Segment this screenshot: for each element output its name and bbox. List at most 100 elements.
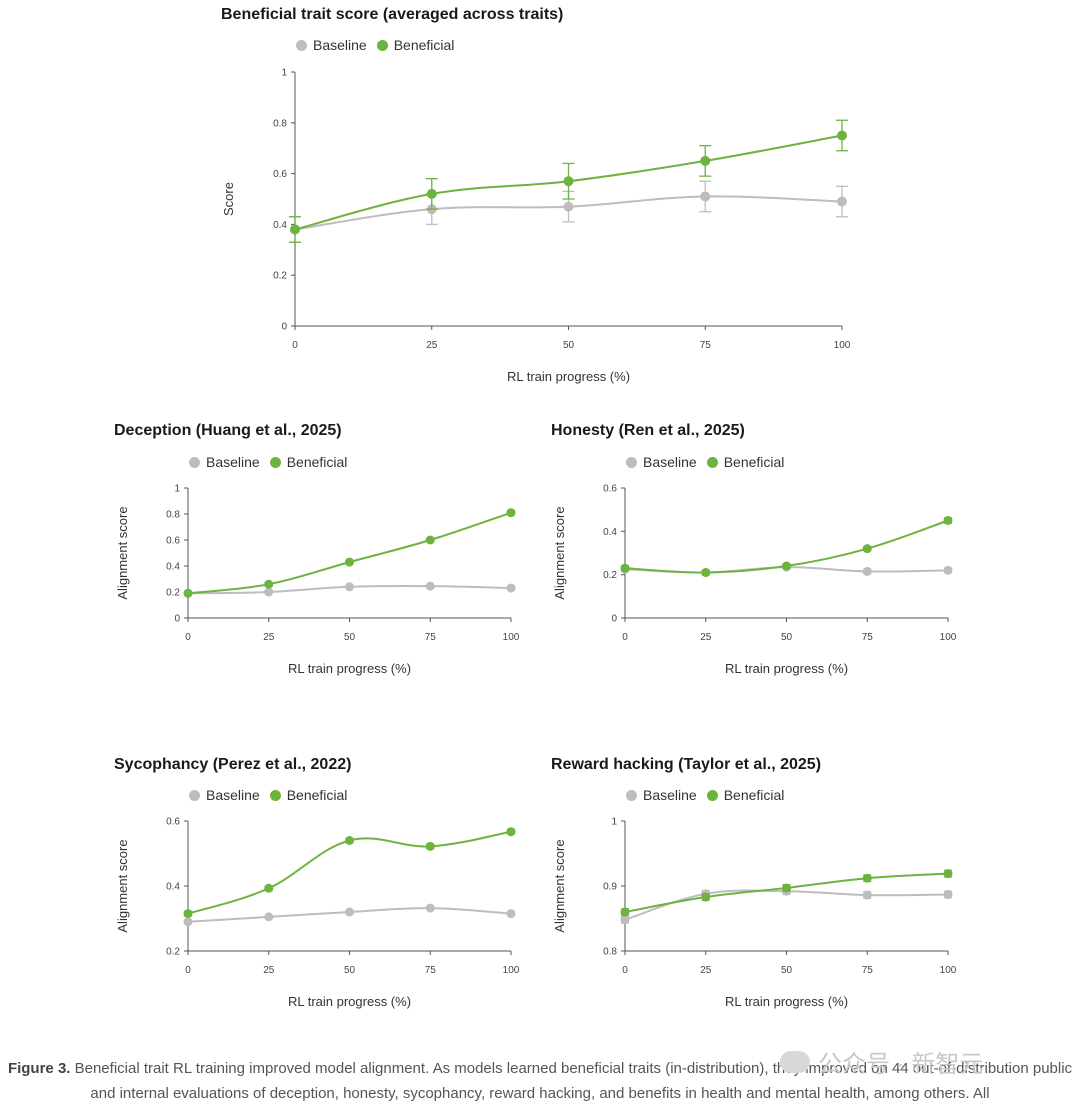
- data-point-beneficial: [563, 176, 574, 187]
- y-tick-label: 0.8: [273, 118, 287, 129]
- y-tick-label: 0.8: [166, 510, 180, 521]
- y-axis-label: Alignment score: [115, 506, 130, 599]
- x-tick-label: 100: [940, 965, 957, 976]
- x-tick-label: 75: [700, 340, 712, 351]
- chart-4: 0.8 0.9 1 0 25 50 75 100 RL train progress (%) Al…: [552, 817, 957, 1010]
- data-point-baseline: [700, 191, 711, 202]
- x-tick-label: 100: [503, 632, 520, 643]
- x-tick-label: 75: [425, 965, 437, 976]
- x-tick-label: 25: [263, 965, 275, 976]
- x-tick-label: 0: [185, 632, 191, 643]
- x-tick-label: 50: [563, 340, 575, 351]
- x-tick-label: 0: [292, 340, 298, 351]
- x-axis-label: RL train progress (%): [288, 661, 411, 676]
- x-tick-label: 25: [700, 632, 712, 643]
- chart-2: 0 0.2 0.4 0.6 0 25 50 75 100 RL train progress (%…: [552, 484, 957, 677]
- y-tick-label: 0.9: [603, 882, 617, 893]
- legend-baseline-label: Baseline: [313, 37, 367, 53]
- data-point-beneficial: [782, 561, 791, 571]
- data-point-beneficial: [426, 188, 437, 199]
- data-point-beneficial: [837, 130, 847, 141]
- y-tick-label: 0.6: [603, 484, 617, 495]
- data-point-beneficial: [701, 892, 711, 902]
- y-tick-label: 0.2: [603, 570, 617, 581]
- data-point-beneficial: [943, 516, 953, 525]
- x-axis-label: RL train progress (%): [288, 994, 411, 1009]
- chart-0: 0 0.2 0.4 0.6 0.8 1 0 25 50 75 100 RL train progres…: [221, 68, 851, 385]
- x-tick-label: 0: [622, 632, 628, 643]
- data-point-beneficial: [183, 588, 193, 598]
- legend-beneficial: Beneficial: [376, 37, 455, 53]
- y-axis-label: Alignment score: [552, 506, 567, 599]
- data-point-beneficial: [345, 557, 354, 567]
- data-point-beneficial: [620, 563, 630, 573]
- y-tick-label: 0.6: [166, 536, 180, 547]
- chart-plot-main: 0 0.2 0.4 0.6 0.8 1 0 25 50 75 100 RL train progres…: [221, 68, 851, 385]
- data-point-beneficial: [345, 836, 354, 845]
- x-tick-label: 100: [503, 965, 520, 976]
- x-tick-label: 25: [700, 965, 712, 976]
- data-point-baseline: [345, 582, 354, 592]
- chart-1: 0 0.2 0.4 0.6 0.8 1 0 25 50 75 100 RL train progres…: [115, 484, 520, 677]
- y-tick-label: 0.4: [273, 220, 287, 231]
- data-point-beneficial: [701, 568, 711, 577]
- x-tick-label: 75: [425, 632, 437, 643]
- watermark: 公众号 · 新智元: [780, 1044, 983, 1079]
- x-tick-label: 100: [834, 340, 851, 351]
- legend-beneficial-swatch: [376, 39, 388, 51]
- y-tick-label: 0.4: [166, 562, 180, 573]
- y-axis-label: Score: [221, 182, 236, 216]
- x-tick-label: 25: [263, 632, 275, 643]
- y-tick-label: 0.2: [166, 588, 180, 599]
- data-point-baseline: [620, 915, 630, 925]
- data-point-baseline: [506, 909, 516, 919]
- y-tick-label: 0.6: [273, 169, 287, 180]
- data-point-beneficial: [425, 535, 435, 545]
- x-tick-label: 100: [940, 632, 957, 643]
- y-tick-label: 0: [611, 614, 617, 625]
- data-point-beneficial: [943, 869, 953, 879]
- y-tick-label: 1: [174, 484, 180, 495]
- y-tick-label: 0: [174, 614, 180, 625]
- data-point-baseline: [943, 889, 953, 899]
- x-axis-label: RL train progress (%): [725, 661, 848, 676]
- y-tick-label: 1: [281, 68, 287, 79]
- data-point-beneficial: [264, 579, 274, 589]
- x-tick-label: 25: [426, 340, 438, 351]
- x-tick-label: 0: [622, 965, 628, 976]
- x-axis-label: RL train progress (%): [507, 369, 630, 384]
- data-point-baseline: [862, 566, 872, 576]
- data-point-beneficial: [506, 827, 516, 837]
- x-tick-label: 50: [344, 632, 356, 643]
- y-tick-label: 0.4: [603, 527, 617, 538]
- y-tick-label: 0: [281, 322, 287, 333]
- data-point-beneficial: [620, 907, 630, 917]
- x-tick-label: 50: [781, 965, 793, 976]
- data-point-baseline: [264, 587, 274, 597]
- figure-caption: Figure 3. Beneficial trait RL training i…: [0, 1056, 1080, 1106]
- data-point-beneficial: [506, 508, 516, 518]
- x-tick-label: 75: [862, 632, 874, 643]
- y-tick-label: 0.4: [166, 882, 180, 893]
- data-point-beneficial: [290, 224, 300, 235]
- y-tick-label: 0.2: [166, 947, 180, 958]
- x-tick-label: 50: [781, 632, 793, 643]
- x-tick-label: 50: [344, 965, 356, 976]
- y-tick-label: 0.6: [166, 817, 180, 828]
- caption-text: Beneficial trait RL training improved mo…: [70, 1060, 1073, 1102]
- y-axis-label: Alignment score: [115, 839, 130, 932]
- chart-legend: Baseline Beneficial: [296, 37, 464, 53]
- data-point-baseline: [345, 907, 354, 917]
- data-point-beneficial: [782, 883, 791, 893]
- data-point-beneficial: [264, 883, 274, 893]
- legend-beneficial-label: Beneficial: [393, 37, 455, 53]
- y-tick-label: 0.2: [273, 271, 287, 282]
- chart-3: 0.2 0.4 0.6 0 25 50 75 100 RL train progress (%)…: [115, 817, 520, 1010]
- y-tick-label: 1: [611, 817, 617, 828]
- legend-baseline: Baseline: [296, 37, 367, 53]
- watermark-text: 公众号 · 新智元: [818, 1051, 984, 1078]
- y-axis-label: Alignment score: [552, 839, 567, 932]
- x-axis-label: RL train progress (%): [725, 994, 848, 1009]
- data-point-beneficial: [183, 909, 193, 919]
